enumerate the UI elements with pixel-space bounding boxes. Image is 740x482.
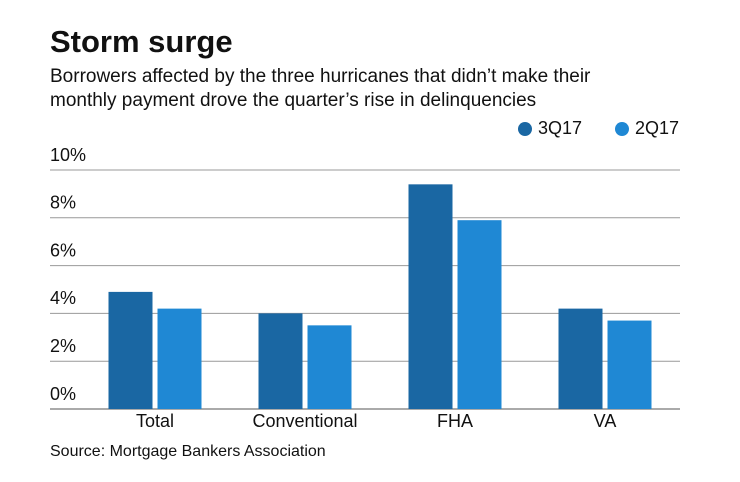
y-tick-label: 0%: [50, 384, 76, 404]
bar: [558, 308, 603, 409]
legend-label: 2Q17: [635, 118, 679, 138]
y-tick-label: 2%: [50, 336, 76, 356]
bar: [307, 325, 352, 409]
y-tick-label: 8%: [50, 193, 76, 213]
bar: [258, 313, 303, 409]
source: Source: Mortgage Bankers Association: [50, 443, 326, 460]
chart-title: Storm surge: [50, 24, 233, 59]
y-tick-label: 10%: [50, 145, 86, 165]
legend-swatch: [518, 122, 532, 136]
legend-label: 3Q17: [538, 118, 582, 138]
x-tick-label: Conventional: [252, 411, 357, 431]
x-tick-label: VA: [594, 411, 617, 431]
bar: [607, 320, 652, 409]
bar: [408, 184, 453, 409]
bar: [157, 308, 202, 409]
x-tick-label: Total: [136, 411, 174, 431]
bar: [108, 291, 153, 409]
legend-swatch: [615, 122, 629, 136]
chart-subtitle: Borrowers affected by the three hurrican…: [50, 66, 591, 87]
y-tick-label: 6%: [50, 240, 76, 260]
chart-subtitle: monthly payment drove the quarter’s rise…: [50, 90, 536, 111]
y-tick-label: 4%: [50, 288, 76, 308]
x-tick-label: FHA: [437, 411, 473, 431]
bar: [457, 220, 502, 409]
